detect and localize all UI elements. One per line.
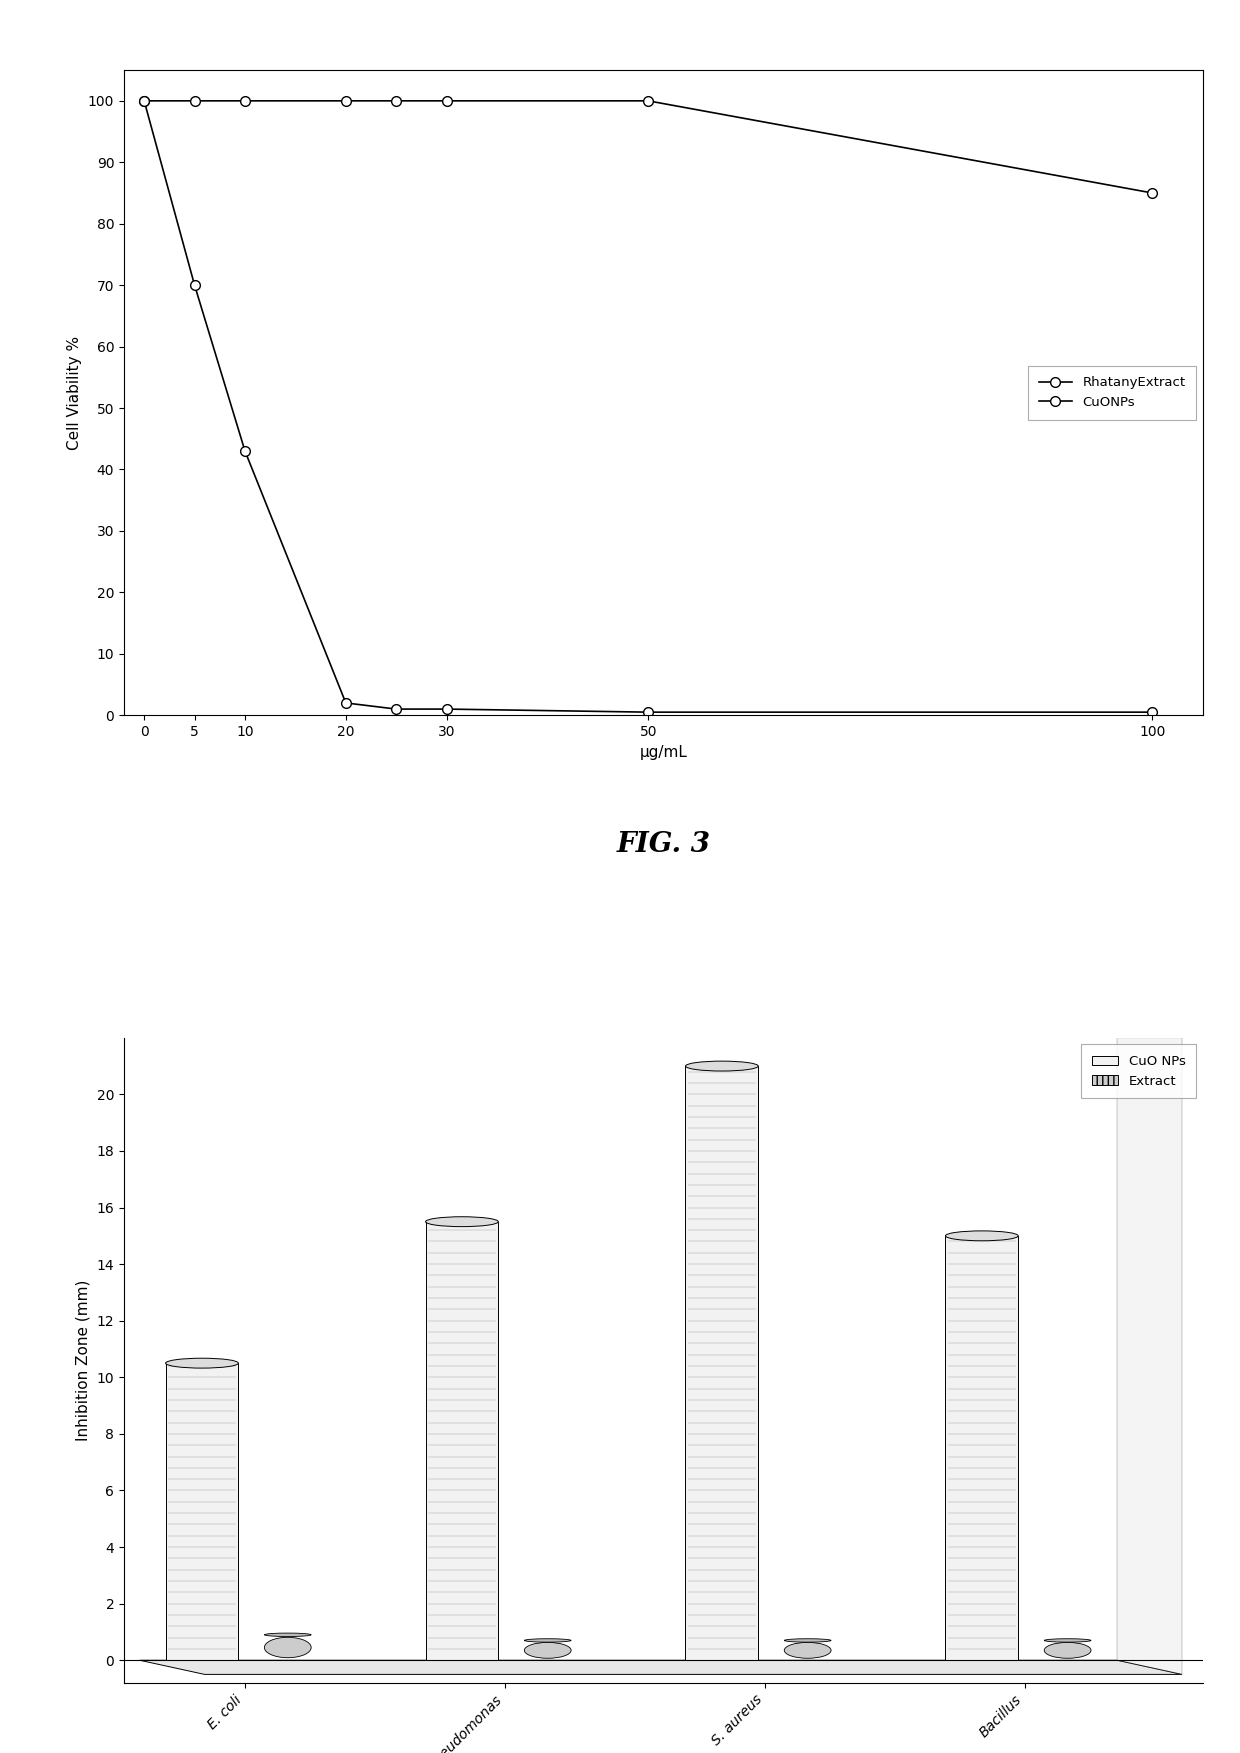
FancyBboxPatch shape xyxy=(686,1066,759,1660)
CuONPs xyxy=(187,275,202,296)
CuONPs xyxy=(389,698,404,719)
Y-axis label: Inhibition Zone (mm): Inhibition Zone (mm) xyxy=(76,1280,91,1441)
Ellipse shape xyxy=(686,1061,759,1071)
Ellipse shape xyxy=(525,1639,572,1643)
CuONPs xyxy=(339,692,353,713)
CuONPs xyxy=(238,440,253,461)
Ellipse shape xyxy=(945,1231,1018,1241)
Ellipse shape xyxy=(525,1643,572,1658)
Y-axis label: Cell Viability %: Cell Viability % xyxy=(67,335,82,451)
FancyBboxPatch shape xyxy=(425,1222,498,1660)
FancyBboxPatch shape xyxy=(166,1364,238,1660)
Polygon shape xyxy=(140,1660,1182,1674)
CuONPs xyxy=(439,698,454,719)
RhatanyExtract xyxy=(389,91,404,112)
RhatanyExtract xyxy=(136,91,151,112)
Ellipse shape xyxy=(1044,1639,1091,1643)
Ellipse shape xyxy=(784,1643,831,1658)
Ellipse shape xyxy=(264,1637,311,1658)
Text: FIG. 3: FIG. 3 xyxy=(616,831,711,859)
RhatanyExtract xyxy=(187,91,202,112)
Ellipse shape xyxy=(166,1359,238,1367)
RhatanyExtract xyxy=(1145,182,1159,203)
Legend: RhatanyExtract, CuONPs: RhatanyExtract, CuONPs xyxy=(1028,366,1197,419)
Ellipse shape xyxy=(784,1639,831,1643)
RhatanyExtract xyxy=(238,91,253,112)
RhatanyExtract xyxy=(339,91,353,112)
Line: RhatanyExtract: RhatanyExtract xyxy=(139,96,1157,198)
CuONPs xyxy=(641,701,656,722)
Line: CuONPs: CuONPs xyxy=(139,96,1157,717)
FancyBboxPatch shape xyxy=(945,1236,1018,1660)
Polygon shape xyxy=(1117,1038,1182,1674)
Legend: CuO NPs, Extract: CuO NPs, Extract xyxy=(1081,1045,1197,1097)
Ellipse shape xyxy=(425,1217,498,1227)
Ellipse shape xyxy=(264,1634,311,1637)
Ellipse shape xyxy=(1044,1643,1091,1658)
RhatanyExtract xyxy=(641,91,656,112)
CuONPs xyxy=(1145,701,1159,722)
RhatanyExtract xyxy=(439,91,454,112)
X-axis label: μg/mL: μg/mL xyxy=(640,745,687,759)
CuONPs xyxy=(136,91,151,112)
